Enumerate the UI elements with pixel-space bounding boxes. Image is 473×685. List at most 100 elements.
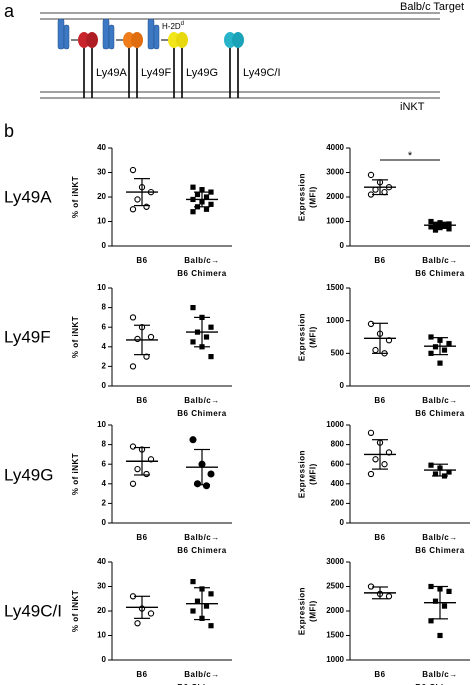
cell-label: iNKT (400, 101, 425, 113)
y-tick-label: 6 (102, 459, 107, 468)
data-point (194, 191, 201, 198)
data-point (432, 598, 439, 604)
y-tick-label: 2500 (326, 582, 344, 591)
data-point (372, 456, 379, 463)
y-tick-label: 4 (102, 342, 107, 351)
y-tick-label: 10 (97, 283, 106, 292)
y-tick-label: 8 (102, 303, 107, 312)
data-point (143, 470, 150, 478)
data-point (437, 632, 443, 639)
plot: 0 2 4 6 8 10 % of iNKT B6 Balb/c→ B6 Chimera (71, 283, 232, 418)
data-point (208, 324, 214, 330)
plot: 0 10 20 30 40 % of iNKT B6 Balb/c→ B6 Chimera (71, 557, 232, 685)
x-tick-label: B6 (374, 533, 385, 542)
x-tick-label: Balb/c→ (184, 396, 220, 405)
data-point (190, 305, 196, 311)
y-tick-label: 0 (340, 241, 345, 250)
data-point (208, 201, 214, 207)
y-axis-label: (MFI) (309, 463, 318, 485)
data-point (446, 340, 452, 347)
significance-label: * (408, 150, 413, 162)
target-label: Balb/c Target (400, 1, 464, 13)
y-axis-label: (MFI) (309, 326, 318, 348)
y-axis-label: % of iNKT (71, 316, 80, 358)
y-tick-label: 10 (97, 217, 106, 226)
y-tick-label: 6 (102, 322, 107, 331)
x-tick-label: Balb/c→ (422, 256, 458, 265)
data-point (203, 334, 210, 340)
data-point (134, 465, 141, 473)
y-tick-label: 0 (102, 655, 107, 664)
x-tick-label: B6 (374, 396, 385, 405)
data-point (441, 603, 448, 609)
h2d-label: H-2Dd (162, 21, 184, 32)
data-point (208, 354, 214, 360)
x-tick-label: Balb/c→ (422, 533, 458, 542)
data-point (208, 189, 214, 195)
y-tick-label: 0 (102, 241, 107, 250)
data-point (129, 166, 137, 174)
y-tick-label: 500 (331, 348, 345, 357)
data-point (203, 206, 210, 212)
plot: 0 500 1000 1500 Expression (MFI) B6 Balb/c→ B6 C… (298, 283, 470, 418)
y-tick-label: 1000 (326, 316, 344, 325)
receptor-label: Ly49F (141, 67, 171, 79)
data-point (367, 320, 375, 328)
data-point (203, 603, 210, 609)
data-point (428, 224, 434, 230)
x-tick-label: B6 Chimera (415, 269, 465, 278)
y-tick-label: 0 (102, 518, 107, 527)
y-tick-label: 30 (97, 582, 106, 591)
y-tick-label: 800 (331, 440, 345, 449)
y-tick-label: 0 (340, 518, 345, 527)
y-axis-label: Expression (298, 173, 307, 221)
y-tick-label: 30 (97, 168, 106, 177)
data-point (428, 462, 434, 468)
y-tick-label: 20 (97, 192, 106, 201)
data-point (446, 226, 452, 232)
plot: 1000 1500 2000 2500 3000 Expression (MFI) B6 Bal… (298, 557, 470, 685)
row-label: Ly49A (4, 187, 52, 206)
data-point (129, 480, 137, 487)
y-tick-label: 1000 (326, 217, 344, 226)
y-tick-label: 1000 (326, 655, 344, 664)
receptor-label: Ly49C/I (243, 67, 281, 79)
data-point (147, 333, 155, 341)
y-tick-label: 400 (331, 479, 345, 488)
y-axis-label: % of iNKT (71, 590, 80, 632)
x-tick-label: Balb/c→ (422, 396, 458, 405)
y-axis-label: % of iNKT (71, 176, 80, 218)
y-axis-label: (MFI) (309, 186, 318, 208)
receptors (78, 32, 244, 98)
data-point (207, 470, 215, 478)
h2d-sup: d (181, 21, 184, 27)
data-point (143, 353, 150, 360)
y-tick-label: 600 (331, 459, 345, 468)
y-tick-label: 2 (102, 499, 107, 508)
row-label: Ly49G (4, 465, 53, 484)
receptor-label: Ly49G (186, 67, 218, 79)
x-tick-label: B6 Chimera (415, 683, 465, 685)
data-point (441, 347, 448, 353)
plot: 0 10 20 30 40 % of iNKT B6 Balb/c→ B6 Chimera (71, 143, 232, 278)
y-tick-label: 0 (340, 381, 345, 390)
x-tick-label: B6 (136, 670, 147, 679)
data-point (385, 593, 393, 600)
y-axis-label: (MFI) (309, 600, 318, 622)
plot: 0 200 400 600 800 1000 Expression (MFI) B6 Balb/c… (298, 420, 470, 555)
y-tick-label: 4 (102, 479, 107, 488)
data-point (129, 206, 137, 213)
x-tick-label: B6 (374, 670, 385, 679)
row-label: Ly49C/I (4, 601, 62, 620)
y-tick-label: 200 (331, 499, 345, 508)
data-point (432, 471, 439, 477)
x-tick-label: B6 (136, 256, 147, 265)
receptor-label: Ly49A (96, 67, 127, 79)
y-tick-label: 1500 (326, 631, 344, 640)
x-tick-label: B6 (136, 396, 147, 405)
data-point (372, 346, 379, 354)
plot: 0 2 4 6 8 10 % of iNKT B6 Balb/c→ B6 Chimera (71, 420, 232, 555)
x-tick-label: Balb/c→ (184, 256, 220, 265)
data-point (129, 443, 137, 450)
data-point (446, 588, 452, 594)
